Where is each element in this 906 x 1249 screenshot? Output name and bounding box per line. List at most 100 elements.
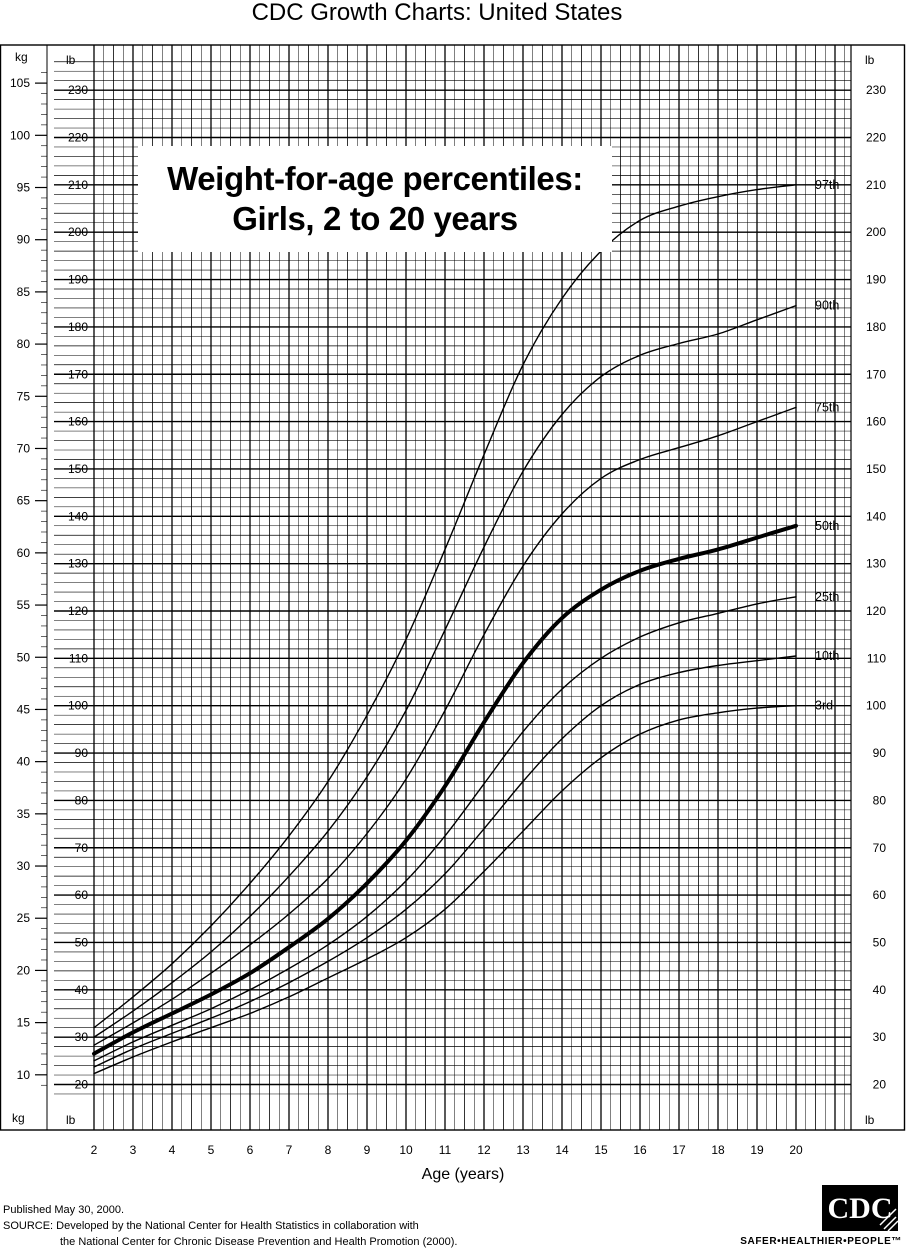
lb-tick-label-right: 110 [867, 651, 886, 665]
kg-tick-label: 70 [17, 441, 31, 455]
lb-tick-label-right: 230 [866, 83, 886, 97]
percentile-curves [92, 184, 798, 1075]
lb-tick-label-left: 180 [68, 320, 88, 334]
svg-text:CDC: CDC [828, 1192, 893, 1225]
age-tick-label: 17 [672, 1143, 686, 1157]
lb-tick-label-left: 130 [68, 557, 88, 571]
age-tick-label: 4 [169, 1143, 176, 1157]
percentile-curve-50th [92, 523, 798, 1056]
kg-tick-label: 100 [10, 128, 30, 142]
lb-tick-label-right: 170 [866, 367, 886, 381]
lb-tick-label-right: 60 [873, 888, 887, 902]
chart-frame [0, 44, 906, 1131]
age-tick-label: 7 [286, 1143, 293, 1157]
lb-tick-label-left: 210 [68, 178, 88, 192]
lb-tick-label-left: 150 [68, 462, 88, 476]
kg-tick-label: 40 [17, 755, 31, 769]
lb-unit-label-right-top: lb [865, 53, 875, 67]
lb-tick-label-right: 80 [873, 793, 887, 807]
lb-tick-label-left: 30 [75, 1030, 89, 1044]
lb-unit-label-right-bottom: lb [865, 1113, 875, 1127]
lb-tick-label-right: 50 [873, 935, 887, 949]
age-tick-label: 11 [439, 1143, 452, 1157]
lb-tick-label-left: 190 [68, 273, 88, 287]
lb-tick-label-left: 40 [75, 983, 89, 997]
percentile-label: 90th [815, 299, 839, 313]
lb-tick-label-right: 130 [866, 557, 886, 571]
age-tick-label: 3 [130, 1143, 137, 1157]
percentile-curve-97th [93, 184, 797, 1029]
chart-axes [0, 44, 906, 1131]
lb-tick-label-left: 220 [68, 131, 88, 145]
kg-tick-label: 25 [17, 911, 31, 925]
cdc-logo: CDC [822, 1185, 898, 1231]
lb-tick-label-left: 60 [75, 888, 89, 902]
kg-tick-label: 85 [17, 285, 31, 299]
percentile-label: 75th [815, 400, 839, 414]
lb-tick-label-left: 230 [68, 83, 88, 97]
lb-tick-label-right: 150 [866, 462, 886, 476]
kg-tick-label: 90 [17, 233, 31, 247]
age-tick-label: 20 [789, 1143, 803, 1157]
percentile-curve-75th [93, 406, 797, 1046]
percentile-label: 10th [815, 649, 839, 663]
kg-tick-label: 55 [17, 598, 31, 612]
lb-unit-label-left-top: lb [66, 53, 76, 67]
lb-unit-label-left-bottom: lb [66, 1113, 76, 1127]
page-title: CDC Growth Charts: United States [251, 0, 623, 26]
lb-tick-label-left: 80 [75, 793, 89, 807]
lb-tick-label-right: 180 [866, 320, 886, 334]
percentile-curve-90th [93, 304, 797, 1038]
lb-tick-label-left: 50 [75, 935, 89, 949]
percentile-curve-10th [93, 655, 797, 1068]
source-note-line-2: the National Center for Chronic Disease … [60, 1236, 458, 1248]
percentile-curve-25th [93, 596, 797, 1062]
kg-unit-label-bottom: kg [12, 1111, 25, 1125]
chart-title-box: Weight-for-age percentiles: Girls, 2 to … [138, 146, 612, 252]
lb-tick-label-left: 170 [68, 367, 88, 381]
kg-tick-label: 45 [17, 702, 31, 716]
chart-title-line-2: Girls, 2 to 20 years [232, 200, 518, 237]
lb-tick-label-right: 90 [873, 746, 887, 760]
age-tick-label: 15 [594, 1143, 608, 1157]
percentile-label: 97th [815, 178, 839, 192]
percentile-label: 50th [815, 519, 839, 533]
age-tick-label: 16 [633, 1143, 647, 1157]
percentile-label: 25th [815, 590, 839, 604]
age-tick-label: 8 [325, 1143, 332, 1157]
lb-tick-label-right: 220 [866, 131, 886, 145]
lb-tick-label-right: 40 [873, 983, 887, 997]
lb-tick-label-left: 110 [69, 651, 88, 665]
kg-tick-label: 35 [17, 807, 31, 821]
lb-tick-label-left: 100 [68, 699, 88, 713]
lb-tick-label-left: 90 [75, 746, 89, 760]
cdc-tagline: SAFER•HEALTHIER•PEOPLE™ [740, 1236, 902, 1247]
kg-tick-label: 65 [17, 494, 31, 508]
lb-tick-label-left: 140 [68, 509, 88, 523]
lb-tick-label-left: 160 [68, 415, 88, 429]
lb-tick-label-right: 20 [873, 1078, 887, 1092]
lb-tick-label-right: 190 [866, 273, 886, 287]
lb-tick-label-left: 200 [68, 225, 88, 239]
kg-tick-label: 95 [17, 181, 31, 195]
lb-tick-label-left: 20 [75, 1078, 89, 1092]
age-tick-label: 5 [208, 1143, 215, 1157]
lb-tick-label-left: 70 [75, 841, 89, 855]
kg-tick-label: 75 [17, 389, 31, 403]
percentile-curve-3rd [93, 705, 797, 1075]
published-date: Published May 30, 2000. [3, 1204, 125, 1216]
age-tick-label: 13 [516, 1143, 530, 1157]
lb-tick-label-right: 160 [866, 415, 886, 429]
chart-title-line-1: Weight-for-age percentiles: [167, 160, 583, 197]
kg-tick-label: 10 [17, 1068, 31, 1082]
kg-tick-label: 80 [17, 337, 31, 351]
kg-tick-label: 50 [17, 650, 31, 664]
age-tick-label: 18 [711, 1143, 725, 1157]
lb-tick-label-right: 100 [866, 699, 886, 713]
kg-unit-label-top: kg [15, 50, 28, 64]
age-tick-label: 19 [750, 1143, 764, 1157]
lb-tick-label-left: 120 [68, 604, 88, 618]
age-tick-label: 6 [247, 1143, 254, 1157]
lb-tick-label-right: 210 [866, 178, 886, 192]
